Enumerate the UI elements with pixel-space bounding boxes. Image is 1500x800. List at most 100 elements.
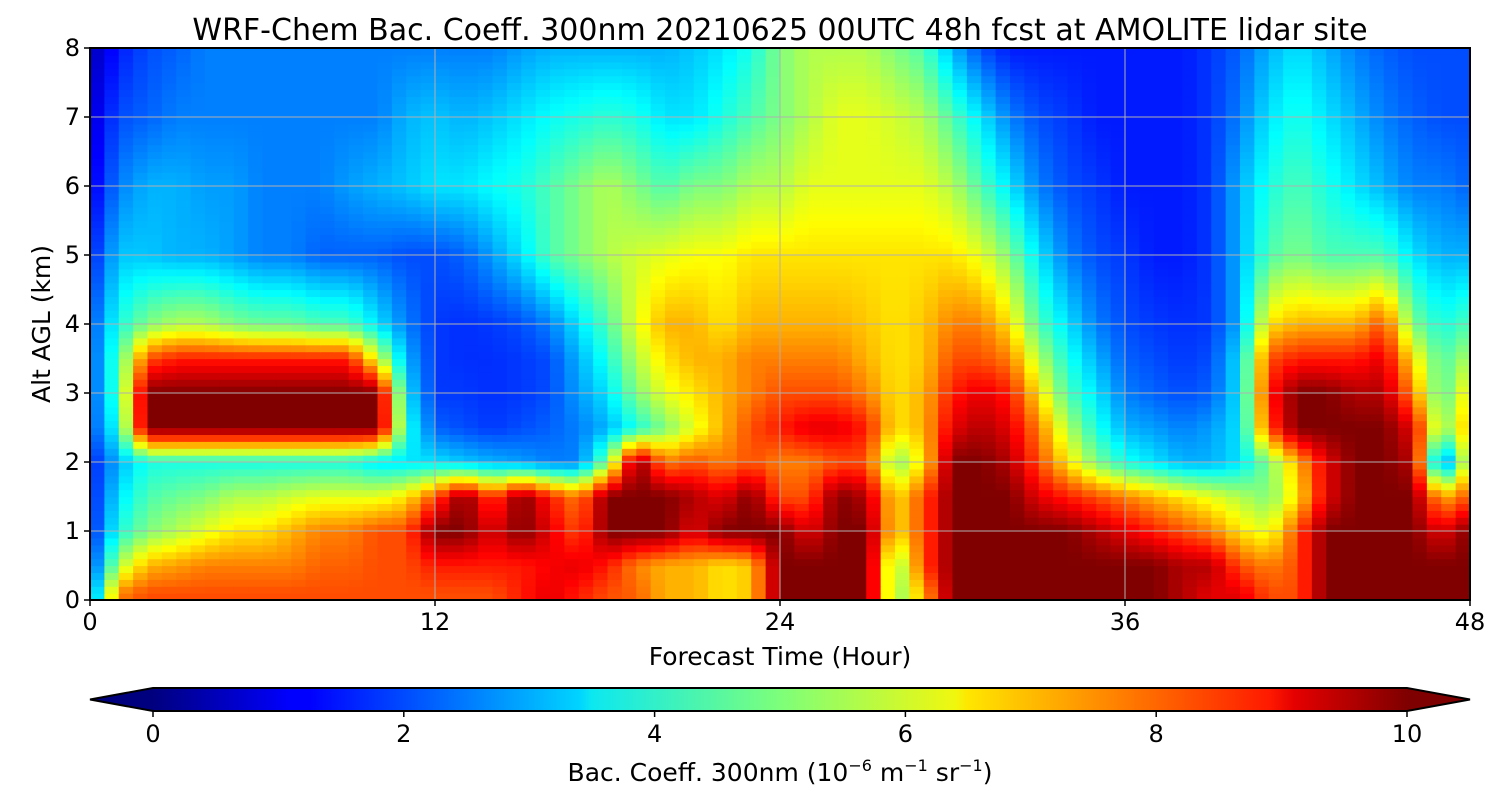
heatmap-cell	[1125, 510, 1140, 518]
heatmap-cell	[1441, 441, 1457, 449]
heatmap-cell	[938, 344, 954, 353]
heatmap-cell	[1412, 427, 1428, 435]
heatmap-cell	[679, 330, 695, 339]
heatmap-cell	[147, 399, 163, 408]
heatmap-cell	[837, 503, 853, 511]
heatmap-cell	[492, 351, 508, 360]
heatmap-cell	[550, 337, 565, 346]
heatmap-cell	[104, 593, 120, 600]
heatmap-cell	[90, 330, 105, 339]
heatmap-cell	[276, 310, 292, 318]
heatmap-cell	[1297, 565, 1313, 573]
heatmap-cell	[837, 468, 853, 477]
heatmap-cell	[1110, 510, 1126, 518]
heatmap-cell	[1254, 261, 1270, 270]
heatmap-cell	[1153, 317, 1169, 325]
heatmap-cell	[895, 310, 910, 318]
heatmap-cell	[506, 544, 522, 553]
heatmap-cell	[348, 524, 364, 532]
heatmap-cell	[607, 551, 623, 560]
heatmap-cell	[1153, 324, 1169, 332]
heatmap-cell	[1240, 565, 1255, 573]
heatmap-cell	[550, 296, 565, 304]
heatmap-cell	[334, 455, 350, 463]
heatmap-cell	[593, 558, 609, 567]
heatmap-cell	[1110, 468, 1126, 477]
heatmap-cell	[1297, 289, 1313, 297]
heatmap-cell	[90, 455, 105, 463]
heatmap-cell	[506, 248, 522, 256]
heatmap-cell	[262, 372, 278, 380]
heatmap-cell	[449, 524, 465, 532]
heatmap-cell	[1311, 344, 1327, 353]
heatmap-cell	[621, 406, 637, 415]
heatmap-cell	[1283, 427, 1299, 435]
heatmap-cell	[665, 462, 680, 470]
heatmap-cell	[1139, 448, 1155, 456]
heatmap-cell	[1240, 593, 1255, 600]
heatmap-cell	[219, 248, 235, 256]
heatmap-cell	[693, 579, 709, 587]
heatmap-cell	[1254, 489, 1270, 498]
heatmap-cell	[823, 358, 839, 366]
heatmap-cell	[1010, 475, 1025, 484]
heatmap-cell	[190, 593, 206, 600]
heatmap-cell	[104, 379, 120, 387]
heatmap-cell	[1010, 441, 1025, 449]
heatmap-cell	[1268, 330, 1284, 339]
heatmap-cell	[1153, 434, 1169, 442]
heatmap-cell	[90, 489, 105, 498]
heatmap-cell	[1355, 386, 1370, 394]
heatmap-cell	[1297, 586, 1313, 594]
heatmap-cell	[420, 537, 436, 546]
heatmap-cell	[909, 275, 925, 284]
heatmap-cell	[104, 468, 120, 477]
heatmap-cell	[1383, 455, 1399, 463]
heatmap-cell	[1283, 399, 1299, 408]
heatmap-cell	[765, 268, 781, 277]
heatmap-cell	[521, 468, 537, 477]
heatmap-cell	[736, 579, 752, 587]
heatmap-cell	[1053, 420, 1069, 429]
heatmap-cell	[463, 420, 479, 429]
heatmap-cell	[1268, 337, 1284, 346]
heatmap-cell	[104, 399, 120, 408]
heatmap-cell	[693, 268, 709, 277]
heatmap-cell	[248, 303, 264, 311]
heatmap-cell	[305, 399, 321, 408]
heatmap-cell	[205, 531, 220, 539]
heatmap-cell	[1426, 261, 1442, 270]
heatmap-cell	[506, 268, 522, 277]
heatmap-cell	[1081, 282, 1097, 291]
heatmap-cell	[348, 496, 364, 504]
heatmap-cell	[1369, 261, 1385, 270]
heatmap-cell	[320, 544, 335, 553]
heatmap-cell	[334, 482, 350, 491]
heatmap-cell	[449, 475, 465, 484]
heatmap-cell	[952, 310, 968, 318]
heatmap-cell	[506, 406, 522, 415]
heatmap-cell	[1081, 496, 1097, 504]
heatmap-cell	[1139, 544, 1155, 553]
heatmap-cell	[1369, 248, 1385, 256]
heatmap-cell	[334, 551, 350, 560]
heatmap-cell	[377, 579, 393, 587]
heatmap-cell	[995, 434, 1011, 442]
heatmap-cell	[1038, 275, 1054, 284]
heatmap-cell	[506, 324, 522, 332]
heatmap-cell	[895, 399, 910, 408]
heatmap-cell	[679, 420, 695, 429]
heatmap-cell	[521, 565, 537, 573]
heatmap-cell	[1196, 503, 1212, 511]
heatmap-cell	[722, 517, 738, 525]
heatmap-cell	[262, 399, 278, 408]
heatmap-cell	[938, 475, 954, 484]
heatmap-cell	[1283, 496, 1299, 504]
heatmap-cell	[1096, 393, 1112, 401]
heatmap-cell	[722, 344, 738, 353]
heatmap-cell	[478, 399, 494, 408]
heatmap-cell	[1024, 344, 1040, 353]
heatmap-cell	[1297, 386, 1313, 394]
heatmap-cell	[1412, 282, 1428, 291]
heatmap-cell	[391, 503, 407, 511]
